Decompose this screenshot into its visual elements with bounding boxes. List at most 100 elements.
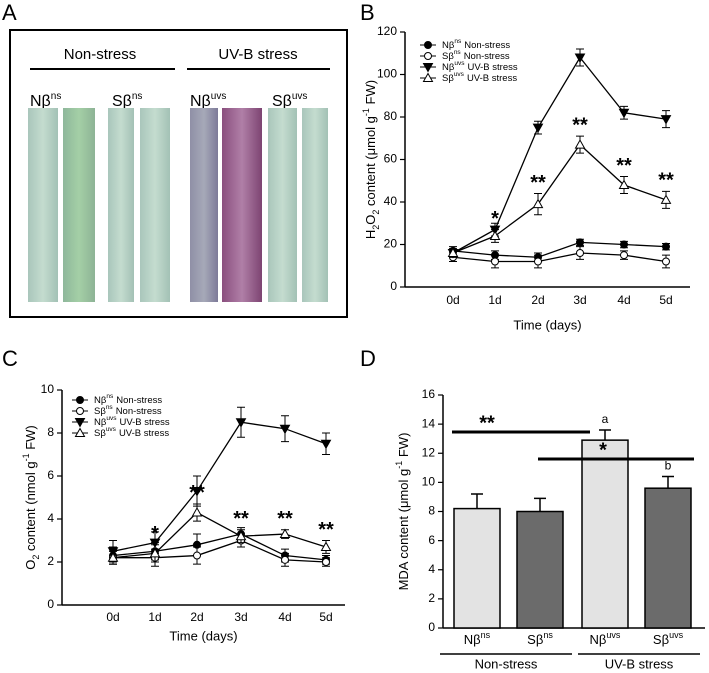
y-label-part: MDA content (μmol g — [396, 469, 411, 591]
marker — [320, 541, 332, 551]
legend-marker — [422, 63, 434, 73]
leaf-strip — [222, 108, 262, 302]
y-label-part: 2 — [371, 225, 381, 230]
marker — [534, 257, 542, 266]
marker — [320, 439, 332, 450]
significance-mark: ** — [277, 508, 293, 530]
legend-sup: ns — [106, 393, 114, 400]
category-sup: uvs — [669, 630, 684, 640]
significance-mark: * — [491, 208, 499, 230]
y-tick-label: 10 — [422, 475, 436, 489]
y-tick-label: 0 — [47, 597, 54, 611]
legend-condition: Non-stress — [464, 40, 510, 51]
legend-name: Sβ — [442, 51, 454, 62]
y-axis-label: MDA content (μmol g-1 FW) — [394, 433, 411, 591]
label-sup: uvs — [292, 91, 308, 102]
significance-mark: ** — [530, 172, 546, 194]
marker — [576, 249, 584, 257]
x-tick-label: 3d — [234, 610, 247, 624]
y-label-part: -1 — [21, 453, 31, 461]
error-bar — [662, 475, 674, 489]
legend-label: Nβns Non-stress — [442, 38, 510, 50]
marker — [489, 230, 501, 240]
label-main: Nβ — [30, 93, 51, 110]
legend-label: Nβuvs UV-B stress — [94, 415, 170, 427]
category-sup: uvs — [606, 630, 621, 640]
sample-label: Nβuvs — [190, 91, 226, 110]
marker — [149, 547, 161, 558]
y-tick-label: 2 — [47, 554, 54, 568]
category-main: Nβ — [590, 632, 607, 647]
category-sup: ns — [481, 630, 491, 640]
label-main: Nβ — [190, 93, 211, 110]
marker — [532, 123, 544, 134]
legend-label: Sβuvs UV-B stress — [94, 426, 169, 438]
bar — [644, 487, 692, 629]
x-tick-label: Sβuvs — [653, 630, 684, 647]
marker — [191, 507, 203, 517]
series-line — [452, 252, 667, 263]
y-tick-label: 40 — [384, 194, 398, 208]
y-tick-label: 6 — [428, 533, 435, 547]
x-tick-label: 1d — [148, 610, 161, 624]
leaf-strip — [268, 108, 297, 302]
y-tick-label: 4 — [428, 562, 435, 576]
significance-mark: ** — [233, 508, 249, 530]
marker — [193, 551, 201, 560]
y-tick-label: 8 — [428, 504, 435, 518]
y-tick-label: 0 — [428, 620, 435, 634]
leaf-strip — [63, 108, 95, 302]
panel-letter: D — [360, 346, 376, 371]
marker — [662, 257, 670, 266]
legend-marker — [74, 427, 86, 437]
legend-condition: UV-B stress — [467, 73, 517, 84]
panel-a: A Non-stress UV-B stress Nβns Sβns Nβuvs… — [2, 0, 348, 318]
x-tick-label: 0d — [446, 293, 459, 307]
legend-condition: UV-B stress — [119, 417, 169, 428]
x-axis-label: Time (days) — [513, 317, 581, 332]
legend-name: Sβ — [442, 73, 454, 84]
x-tick-label: 2d — [190, 610, 203, 624]
legend-marker — [76, 396, 84, 404]
significance-mark: ** — [572, 114, 588, 136]
marker — [281, 555, 289, 564]
series-line — [452, 241, 667, 258]
legend-marker — [74, 418, 86, 428]
x-tick-label: 4d — [617, 293, 630, 307]
y-tick-label: 10 — [41, 382, 55, 396]
marker — [491, 257, 499, 266]
marker — [576, 238, 584, 247]
marker — [107, 552, 119, 562]
label-main: Sβ — [272, 93, 292, 110]
legend-name: Sβ — [94, 406, 106, 417]
legend-label: Sβns Non-stress — [94, 404, 162, 416]
legend-name: Sβ — [94, 428, 106, 439]
legend-name: Nβ — [442, 62, 455, 73]
significance-mark: ** — [189, 482, 205, 504]
legend-name: Nβ — [442, 40, 455, 51]
marker — [660, 115, 672, 125]
marker — [574, 53, 586, 64]
x-tick-label: Nβuvs — [590, 630, 621, 647]
panel-letter: C — [2, 346, 18, 371]
y-axis-label: H2O2 content (μmol g-1 FW) — [361, 80, 381, 239]
legend-label: Sβuvs UV-B stress — [442, 71, 517, 83]
y-tick-label: 20 — [384, 237, 398, 251]
sample-label: Sβuvs — [272, 91, 307, 110]
significance-mark: * — [599, 439, 607, 461]
y-label-part: H — [363, 230, 378, 239]
legend-condition: Non-stress — [464, 51, 510, 62]
series-line — [452, 143, 667, 254]
legend-sup: ns — [106, 404, 114, 411]
leaf-strip — [302, 108, 328, 302]
panel-letter: A — [2, 0, 17, 25]
leaf-strip — [140, 108, 170, 302]
legend-marker — [424, 52, 432, 60]
bar — [516, 510, 564, 629]
y-tick-label: 80 — [384, 109, 398, 123]
marker — [662, 242, 670, 251]
legend-label: Sβns Non-stress — [442, 49, 510, 61]
category-sup: ns — [543, 630, 553, 640]
